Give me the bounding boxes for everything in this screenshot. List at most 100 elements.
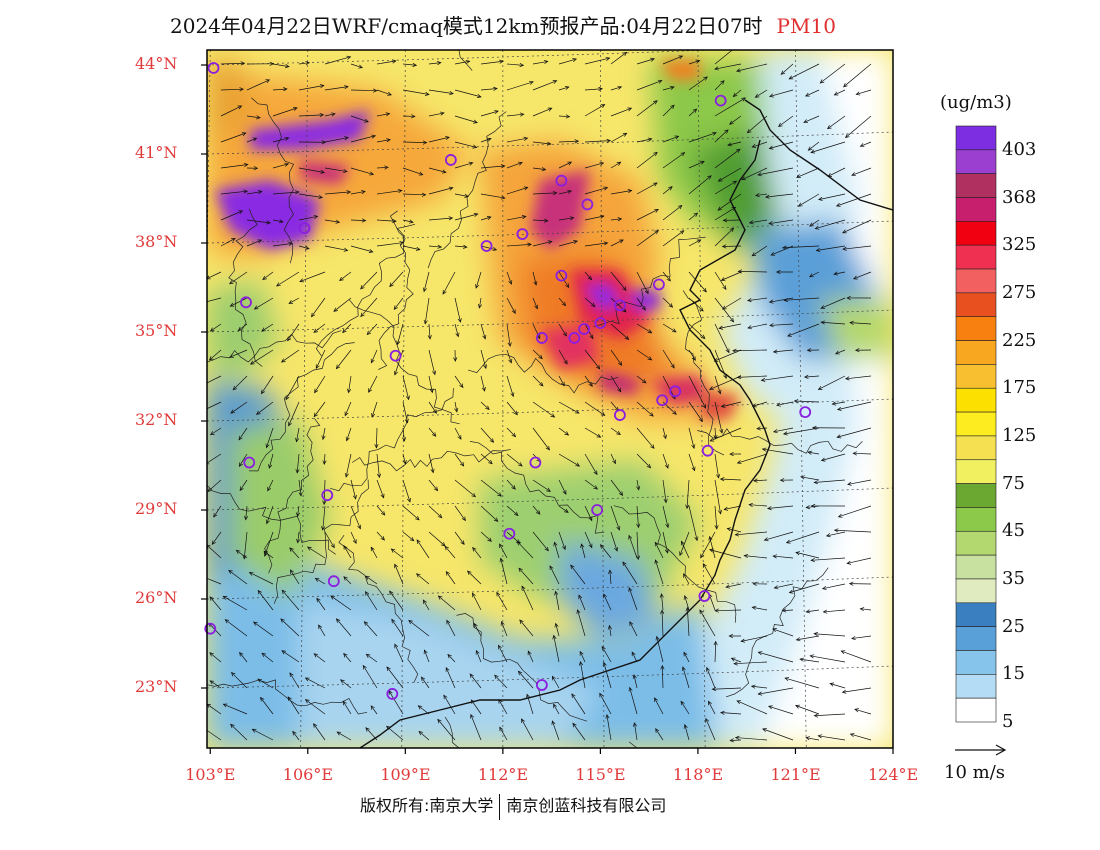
wind-arrow [324, 191, 351, 195]
wind-arrow-head [717, 206, 723, 211]
wind-arrow [428, 62, 441, 65]
wind-arrow-head [473, 119, 478, 124]
wind-arrow-head [664, 464, 669, 469]
wind-arrow-head [342, 700, 347, 706]
wind-arrow [298, 62, 310, 65]
wind-arrow [571, 693, 586, 715]
wind-arrow [245, 505, 248, 520]
wind-arrow [714, 349, 742, 362]
wind-arrow [584, 505, 593, 521]
wind-arrow [445, 667, 456, 689]
wind-arrow-head [616, 430, 621, 435]
variable-label: PM10 [776, 14, 836, 38]
wind-arrow-head [595, 364, 601, 370]
wind-arrow [725, 583, 742, 588]
wind-arrow-head [261, 652, 266, 658]
wind-arrow [454, 162, 473, 169]
wind-arrow [343, 545, 352, 559]
wind-arrow-head [720, 277, 726, 281]
wind-arrow-head [571, 693, 576, 698]
wind-arrow [394, 564, 404, 585]
wind-arrow [272, 219, 284, 223]
wind-arrow [423, 271, 430, 292]
wind-arrow-head [817, 734, 823, 739]
wind-arrow [558, 505, 569, 513]
wind-arrow-head [209, 680, 215, 685]
wind-arrow [661, 610, 664, 637]
wind-arrow [662, 531, 668, 554]
wind-arrow-head [680, 540, 685, 546]
city-marker [321, 489, 334, 502]
wind-arrow [307, 546, 326, 559]
wind-arrow-head [335, 618, 341, 623]
wind-arrow [498, 645, 508, 663]
wind-arrow [714, 323, 730, 353]
wind-arrow [272, 88, 287, 91]
wind-arrow [773, 555, 794, 559]
wind-arrow-head [422, 140, 428, 145]
wind-arrow-head [644, 289, 649, 295]
wind-arrow [324, 56, 351, 65]
wind-arrow-head [394, 643, 399, 649]
wind-arrow-head [700, 553, 705, 559]
wind-arrow-head [232, 385, 238, 391]
city-marker [653, 278, 665, 291]
wind-arrow-head [843, 83, 848, 88]
wind-arrow [755, 89, 768, 98]
wind-arrow-head [331, 112, 336, 117]
wind-arrow [521, 585, 534, 611]
wind-arrow [662, 271, 671, 282]
wind-arrow-head [322, 460, 327, 465]
city-marker [614, 409, 626, 421]
wind-arrow [724, 505, 742, 510]
wind-arrow-head [515, 539, 521, 544]
wind-arrow-head [617, 85, 623, 90]
wind-arrow-head [288, 421, 292, 427]
wind-arrow-head [783, 298, 789, 303]
wind-arrow [376, 242, 404, 247]
wind-arrow [842, 687, 872, 693]
wind-arrow-head [257, 678, 262, 683]
wind-arrow-head [313, 653, 319, 658]
wind-arrow [636, 297, 646, 311]
wind-arrow-head [588, 543, 593, 549]
wind-arrow [782, 609, 794, 611]
wind-arrow-head [313, 328, 318, 333]
wind-arrow [532, 80, 557, 91]
wind-arrow [849, 322, 872, 325]
wind-arrow-head [239, 651, 244, 657]
wind-arrow [600, 544, 612, 559]
wind-arrow [454, 323, 459, 337]
wind-arrow-head [799, 657, 804, 662]
wind-arrow-head [748, 220, 754, 225]
wind-arrow-head [518, 567, 523, 573]
wind-arrow [714, 375, 721, 394]
wind-arrow [470, 714, 482, 741]
wind-arrow [736, 63, 768, 72]
wind-arrow [389, 590, 404, 611]
wind-arrow [499, 543, 508, 559]
wind-arrow [376, 113, 390, 117]
wind-arrow-head [762, 728, 767, 732]
wind-arrow-head [646, 463, 652, 469]
wind-arrow-head [561, 301, 567, 307]
wind-arrow [818, 735, 846, 741]
wind-arrow [506, 137, 528, 143]
wind-arrow-head [318, 624, 323, 630]
coastline [359, 99, 893, 748]
wind-arrow [804, 375, 820, 378]
wind-arrow [776, 401, 794, 406]
wind-arrow-head [392, 59, 397, 64]
wind-arrow [769, 297, 794, 303]
wind-arrow [480, 505, 499, 522]
wind-arrow [323, 453, 326, 465]
wind-arrow [207, 729, 222, 741]
wind-arrow-head [365, 727, 370, 732]
wind-arrow-head [346, 55, 352, 60]
wind-arrow [558, 217, 574, 221]
wind-arrow [238, 427, 248, 441]
wind-arrow [714, 50, 733, 65]
wind-arrow-head [538, 354, 543, 360]
wind-arrow-head [510, 392, 515, 398]
wind-arrow [360, 297, 378, 317]
